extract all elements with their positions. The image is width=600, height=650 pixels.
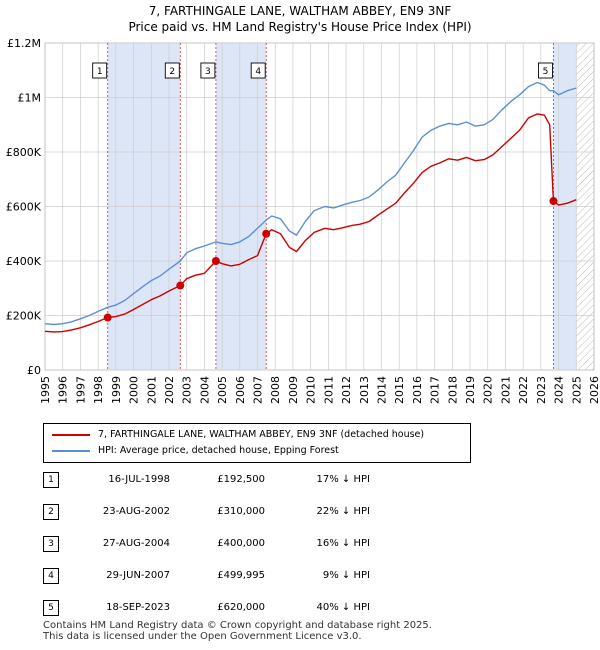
sale-price: £499,995 xyxy=(217,570,265,581)
sale-hpi-diff: 40% ↓ HPI xyxy=(316,602,370,613)
y-tick-label: £0 xyxy=(27,364,41,377)
sale-number-text: 1 xyxy=(97,67,103,77)
x-tick-label: 1996 xyxy=(57,376,70,404)
chart-title: 7, FARTHINGALE LANE, WALTHAM ABBEY, EN9 … xyxy=(0,3,600,35)
x-tick-label: 2021 xyxy=(499,376,512,404)
series-lines xyxy=(44,81,577,333)
footer-line-1: Contains HM Land Registry data © Crown c… xyxy=(43,620,432,631)
sale-number-box xyxy=(250,62,266,79)
series-line-hpi xyxy=(44,81,577,326)
x-tick-label: 2026 xyxy=(588,376,600,404)
x-tick-label: 2017 xyxy=(429,376,442,404)
x-tick-label: 2018 xyxy=(446,376,459,404)
y-tick-label: £600K xyxy=(6,201,42,214)
series-line-property xyxy=(44,113,577,333)
legend: 7, FARTHINGALE LANE, WALTHAM ABBEY, EN9 … xyxy=(43,423,471,463)
x-tick-label: 2013 xyxy=(358,376,371,404)
sale-number-box xyxy=(164,62,180,79)
y-tick-label: £1.2M xyxy=(7,37,41,50)
x-tick-label: 1998 xyxy=(92,376,105,404)
sale-hpi-diff: 22% ↓ HPI xyxy=(316,506,370,517)
x-tick-label: 2019 xyxy=(464,376,477,404)
sale-price: £310,000 xyxy=(217,506,265,517)
sale-date: 18-SEP-2023 xyxy=(106,602,170,613)
legend-label-hpi: HPI: Average price, detached house, Eppi… xyxy=(98,445,339,456)
sale-hpi-diff: 9% ↓ HPI xyxy=(322,570,370,581)
legend-swatch-hpi xyxy=(52,450,90,452)
sale-point xyxy=(103,313,112,322)
sale-date: 27-AUG-2004 xyxy=(102,538,170,549)
title-line-1: 7, FARTHINGALE LANE, WALTHAM ABBEY, EN9 … xyxy=(148,4,452,18)
x-tick-label: 2012 xyxy=(340,376,353,404)
sale-price: £400,000 xyxy=(217,538,265,549)
x-tick-label: 2025 xyxy=(570,376,583,404)
x-tick-label: 2022 xyxy=(517,376,530,404)
x-tick-label: 2000 xyxy=(128,376,141,404)
sale-markers xyxy=(103,197,558,322)
x-tick-label: 2009 xyxy=(287,376,300,404)
x-tick-label: 2008 xyxy=(269,376,282,404)
footer-attribution: Contains HM Land Registry data © Crown c… xyxy=(43,620,432,642)
title-line-2: Price paid vs. HM Land Registry's House … xyxy=(128,20,472,34)
x-tick-label: 2015 xyxy=(393,376,406,404)
sale-date: 29-JUN-2007 xyxy=(106,570,170,581)
x-tick-label: 2014 xyxy=(375,376,388,404)
sale-hpi-diff: 16% ↓ HPI xyxy=(316,538,370,549)
x-tick-label: 2004 xyxy=(198,376,211,404)
grid-lines xyxy=(44,42,595,371)
sale-number-text: 4 xyxy=(255,67,261,77)
x-tick-label: 2005 xyxy=(216,376,229,404)
sale-number-labels: 1 2 3 4 5 xyxy=(92,62,553,79)
x-tick-label: 2011 xyxy=(322,376,335,404)
x-tick-label: 2016 xyxy=(411,376,424,404)
x-tick-label: 1999 xyxy=(110,376,123,404)
sale-price: £620,000 xyxy=(217,602,265,613)
x-tick-label: 1997 xyxy=(74,376,87,404)
legend-swatch-property xyxy=(52,434,90,436)
x-tick-label: 2020 xyxy=(482,376,495,404)
sale-number-badge: 3 xyxy=(43,536,59,552)
sale-price: £192,500 xyxy=(217,474,265,485)
y-tick-label: £800K xyxy=(6,146,42,159)
sale-number-badge: 4 xyxy=(43,568,59,584)
y-tick-label: £200K xyxy=(6,310,42,323)
sale-point xyxy=(262,229,271,238)
legend-label-property: 7, FARTHINGALE LANE, WALTHAM ABBEY, EN9 … xyxy=(98,429,425,440)
sale-number-box xyxy=(200,62,216,79)
sale-date: 23-AUG-2002 xyxy=(102,506,170,517)
sale-point xyxy=(211,257,220,265)
price-chart: 1 2 3 4 5 £0 £200K £400K £600K £800K £1M £1.2M 199… xyxy=(6,37,600,404)
sale-number-badge: 5 xyxy=(43,600,59,616)
x-tick-label: 2007 xyxy=(252,376,265,404)
sale-number-badge: 1 xyxy=(43,472,59,488)
x-tick-label: 2002 xyxy=(163,376,176,404)
legend-item-hpi: HPI: Average price, detached house, Eppi… xyxy=(52,444,339,458)
x-tick-label: 2024 xyxy=(553,376,566,404)
sale-hpi-diff: 17% ↓ HPI xyxy=(316,474,370,485)
x-tick-label: 2023 xyxy=(535,376,548,404)
x-tick-label: 2003 xyxy=(181,376,194,404)
sale-date: 16-JUL-1998 xyxy=(108,474,170,485)
x-tick-label: 2010 xyxy=(305,376,318,404)
sale-number-text: 2 xyxy=(169,67,175,77)
footer-line-2: This data is licensed under the Open Gov… xyxy=(43,631,362,642)
x-tick-label: 1995 xyxy=(39,376,52,404)
sale-number-text: 5 xyxy=(543,67,549,77)
sale-point xyxy=(176,281,185,290)
y-tick-label: £400K xyxy=(6,255,42,268)
y-axis: £0 £200K £400K £600K £800K £1M £1.2M xyxy=(6,37,42,377)
legend-item-property: 7, FARTHINGALE LANE, WALTHAM ABBEY, EN9 … xyxy=(52,428,424,442)
sale-number-box xyxy=(537,62,553,79)
sale-number-badge: 2 xyxy=(43,504,59,520)
sale-number-text: 3 xyxy=(205,67,211,77)
x-tick-label: 2001 xyxy=(145,376,158,404)
sale-point xyxy=(549,197,558,206)
sale-number-box xyxy=(92,62,108,79)
x-axis: 1995 1996 1997 1998 1999 2000 2001 2002 2003 2004… xyxy=(39,376,600,404)
x-tick-label: 2006 xyxy=(234,376,247,404)
y-tick-label: £1M xyxy=(18,92,42,105)
